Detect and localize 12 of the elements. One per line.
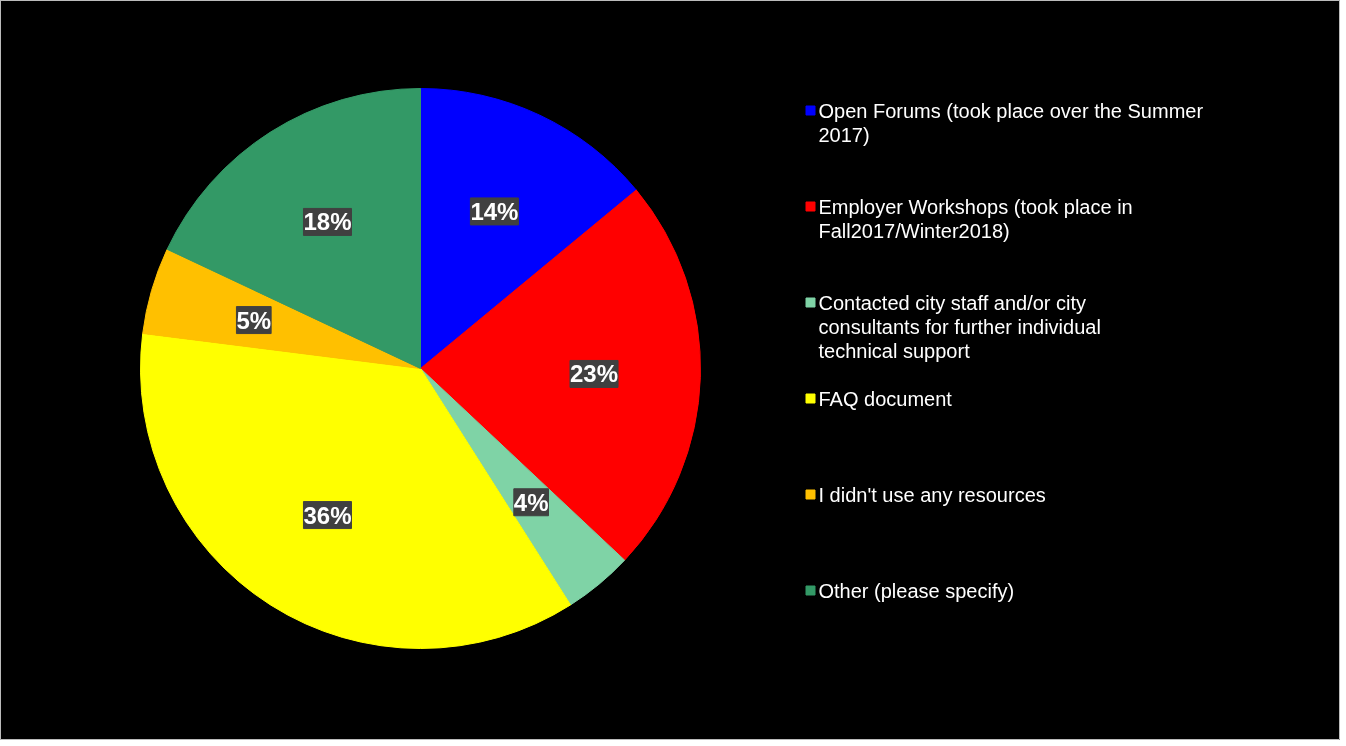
data-label: 36% xyxy=(303,501,352,529)
data-label: 4% xyxy=(513,488,549,516)
data-label: 14% xyxy=(470,197,519,225)
data-label: 5% xyxy=(236,306,272,334)
data-label: 23% xyxy=(570,360,619,388)
legend-label: FAQ document xyxy=(818,387,953,410)
legend-label: Contacted city staff and/or city consultants for further individual technical support xyxy=(818,291,1101,362)
legend-label: I didn't use any resources xyxy=(818,483,1046,506)
data-label: 18% xyxy=(303,208,352,236)
legend-label: Employer Workshops (took place in Fall2017/Winter2018) xyxy=(818,195,1133,242)
legend-label: Other (please specify) xyxy=(818,579,1015,602)
legend-label: Open Forums (took place over the Summer 2017) xyxy=(818,99,1204,146)
